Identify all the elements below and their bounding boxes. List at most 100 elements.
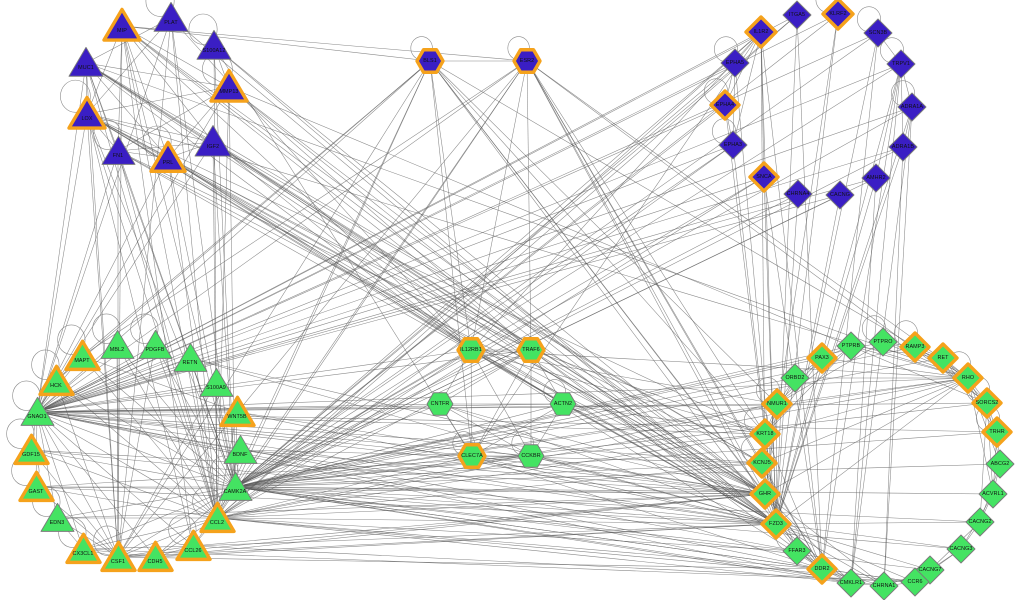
diamond-shape xyxy=(782,0,812,30)
node-cdh5[interactable]: CDH5 xyxy=(136,538,175,577)
edge xyxy=(764,433,777,525)
edge xyxy=(470,349,473,457)
hexagon-shape xyxy=(549,392,577,416)
edge xyxy=(189,357,236,488)
node-esr2[interactable]: ESR2 xyxy=(511,45,543,77)
node-cntfr[interactable]: CNTFR xyxy=(424,388,456,420)
node-s100a12[interactable]: S100A12 xyxy=(194,26,234,66)
edge xyxy=(429,60,823,570)
node-snca[interactable]: SNCA xyxy=(747,160,781,194)
node-fn1[interactable]: FN1 xyxy=(99,132,138,171)
node-cmklr1[interactable]: CMKLR1 xyxy=(834,566,868,600)
node-epha5[interactable]: EPHA5 xyxy=(718,46,752,80)
edge xyxy=(30,449,218,519)
node-wnt5b[interactable]: WNT5B xyxy=(218,393,257,432)
node-cacng2x[interactable]: CACNG xyxy=(823,178,857,212)
node-trhr[interactable]: TRHR xyxy=(980,415,1014,449)
node-pdgfb[interactable]: PDGFB xyxy=(136,326,175,365)
edge xyxy=(234,455,473,488)
node-kcnj5[interactable]: KCNJ5 xyxy=(745,446,779,480)
node-cckbr[interactable]: CCKBR xyxy=(515,440,547,472)
node-ptprb[interactable]: PTPRB xyxy=(834,329,868,363)
node-abcg2[interactable]: ABCG2 xyxy=(983,447,1017,481)
node-adra1a[interactable]: ADRA1A xyxy=(895,90,929,124)
node-muc1[interactable]: MUC1 xyxy=(66,43,106,83)
edge xyxy=(562,403,766,495)
node-mip[interactable]: MIP xyxy=(101,5,143,47)
triangle-shape xyxy=(20,396,54,426)
node-ccl26[interactable]: CCL26 xyxy=(174,527,213,566)
edge xyxy=(470,349,532,457)
self-loop-edge xyxy=(145,0,175,17)
edge xyxy=(775,523,885,587)
edge xyxy=(81,60,528,357)
node-epha3[interactable]: EPHA3 xyxy=(716,128,750,162)
edge xyxy=(36,411,998,433)
edge xyxy=(979,402,988,523)
edge xyxy=(470,60,528,351)
edge xyxy=(167,157,763,464)
node-gnao1[interactable]: GNAO1 xyxy=(18,393,57,432)
edge xyxy=(821,63,902,570)
node-prl[interactable]: PRL xyxy=(148,138,188,178)
node-actn2[interactable]: ACTN2 xyxy=(547,388,579,420)
node-plat[interactable]: PLAT xyxy=(151,0,191,38)
node-epha4[interactable]: EPHA4 xyxy=(708,88,742,122)
node-bdnf[interactable]: BDNF xyxy=(221,431,260,470)
triangle-shape xyxy=(100,329,134,359)
edge xyxy=(82,548,916,583)
node-il1r2[interactable]: IL1R2 xyxy=(743,14,779,50)
edge xyxy=(526,60,823,570)
node-ptpro[interactable]: PTPRO xyxy=(866,325,900,359)
node-lox[interactable]: LOX xyxy=(66,93,108,135)
triangle-shape xyxy=(17,470,55,502)
node-clec7a[interactable]: CLEC7A xyxy=(456,440,488,472)
node-traf6[interactable]: TRAF6 xyxy=(515,334,547,366)
node-ccr6[interactable]: CCR6 xyxy=(898,565,932,599)
edge xyxy=(967,377,1001,465)
edge xyxy=(117,150,532,351)
edge xyxy=(117,493,766,558)
edge xyxy=(234,377,969,488)
node-mmp13[interactable]: MMP13 xyxy=(208,66,250,108)
node-amhr2[interactable]: AMHR2 xyxy=(859,161,893,195)
node-scn3b[interactable]: SCN3B xyxy=(861,16,895,50)
triangle-shape xyxy=(101,135,135,165)
edge xyxy=(775,146,904,525)
node-cacng3[interactable]: CACNG3 xyxy=(944,532,978,566)
edge xyxy=(530,349,777,525)
self-loop-edge xyxy=(142,125,172,157)
node-cx3cl1[interactable]: CX3CL1 xyxy=(64,530,103,569)
node-igf2[interactable]: IGF2 xyxy=(192,121,234,163)
edge xyxy=(86,113,969,379)
edge xyxy=(36,349,472,413)
node-il12rb1[interactable]: IL12RB1 xyxy=(455,334,487,366)
node-adra1b[interactable]: ADRA1B xyxy=(886,130,920,164)
node-ghr[interactable]: GHR xyxy=(748,477,782,511)
edge xyxy=(36,60,431,413)
node-csf1[interactable]: CSF1 xyxy=(99,538,138,577)
node-klrf2[interactable]: KLRF2 xyxy=(820,0,856,32)
diamond-shape xyxy=(821,0,855,31)
diamond-shape xyxy=(806,342,838,374)
node-mbl2[interactable]: MBL2 xyxy=(98,326,137,365)
edge xyxy=(36,63,902,413)
node-trpv1[interactable]: TRPV1 xyxy=(884,47,918,81)
node-nmur1[interactable]: NMUR1 xyxy=(760,387,794,421)
edge xyxy=(36,349,532,413)
edge xyxy=(471,455,823,570)
node-chrna4[interactable]: CHRNA4 xyxy=(781,177,815,211)
node-chrna1[interactable]: CHRNA1 xyxy=(867,569,901,600)
edge xyxy=(116,344,119,558)
hexagon-shape xyxy=(516,337,546,363)
node-bls1[interactable]: BLS1 xyxy=(414,45,446,77)
edge xyxy=(56,493,766,519)
node-itga5[interactable]: ITGA5 xyxy=(780,0,814,32)
edge xyxy=(213,45,777,525)
diamond-shape xyxy=(749,418,781,450)
edge xyxy=(167,157,472,351)
node-gdf15[interactable]: GDF15 xyxy=(12,431,51,470)
edge xyxy=(36,177,877,413)
edge xyxy=(760,31,823,570)
